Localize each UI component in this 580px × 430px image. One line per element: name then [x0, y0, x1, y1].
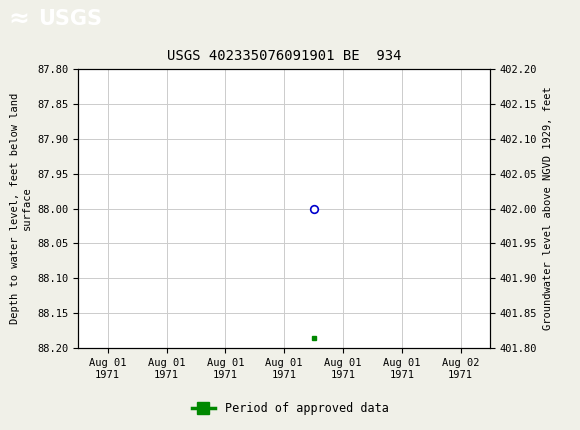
Title: USGS 402335076091901 BE  934: USGS 402335076091901 BE 934: [167, 49, 401, 64]
Y-axis label: Depth to water level, feet below land
surface: Depth to water level, feet below land su…: [10, 93, 32, 324]
Y-axis label: Groundwater level above NGVD 1929, feet: Groundwater level above NGVD 1929, feet: [543, 87, 553, 330]
Text: USGS: USGS: [38, 9, 102, 29]
Legend: Period of approved data: Period of approved data: [187, 397, 393, 420]
Text: ≈: ≈: [9, 7, 30, 31]
